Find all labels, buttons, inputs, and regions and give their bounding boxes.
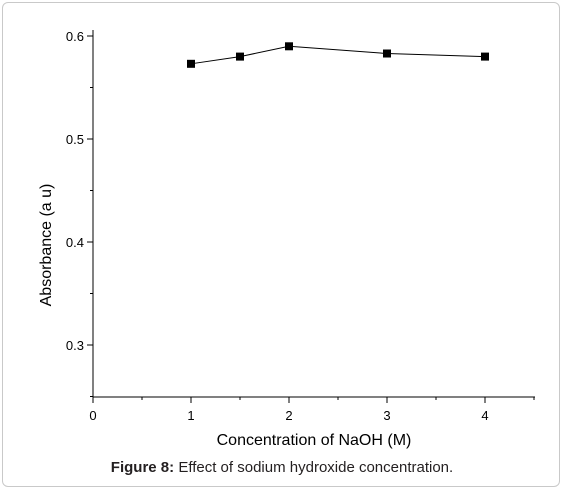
y-tick-label: 0.4 — [66, 235, 84, 250]
x-tick-label: 0 — [89, 408, 96, 423]
data-point-marker — [383, 49, 391, 58]
data-point-marker — [481, 52, 489, 61]
y-tick-label: 0.6 — [66, 29, 84, 44]
series-line — [190, 45, 486, 65]
data-point-marker — [236, 52, 244, 61]
x-tick-label: 1 — [187, 408, 194, 423]
caption-label: Figure 8: — [110, 459, 175, 476]
y-tick-label: 0.5 — [66, 132, 84, 147]
x-ticks: 0 1 2 3 4 — [89, 397, 535, 423]
x-tick-label: 3 — [383, 408, 390, 423]
caption-text: Effect of sodium hydroxide concentration… — [178, 459, 454, 476]
x-tick-label: 4 — [481, 408, 488, 423]
data-point-marker — [285, 42, 293, 51]
chart-axes — [92, 30, 535, 398]
figure-frame — [2, 2, 560, 487]
x-axis-label: Concentration of NaOH (M) — [217, 432, 412, 449]
absorbance-chart: 0 1 2 3 4 0.3 0.4 0.5 0.6 Concentration of NaOH… — [38, 29, 535, 449]
y-axis-label: Absorbance (a u) — [38, 184, 55, 307]
figure-caption: Figure 8: Effect of sodium hydroxide con… — [0, 459, 564, 476]
y-ticks: 0.3 0.4 0.5 0.6 — [66, 29, 93, 397]
y-tick-label: 0.3 — [66, 338, 84, 353]
x-tick-label: 2 — [285, 408, 292, 423]
data-point-marker — [187, 59, 195, 68]
data-series — [187, 42, 489, 68]
